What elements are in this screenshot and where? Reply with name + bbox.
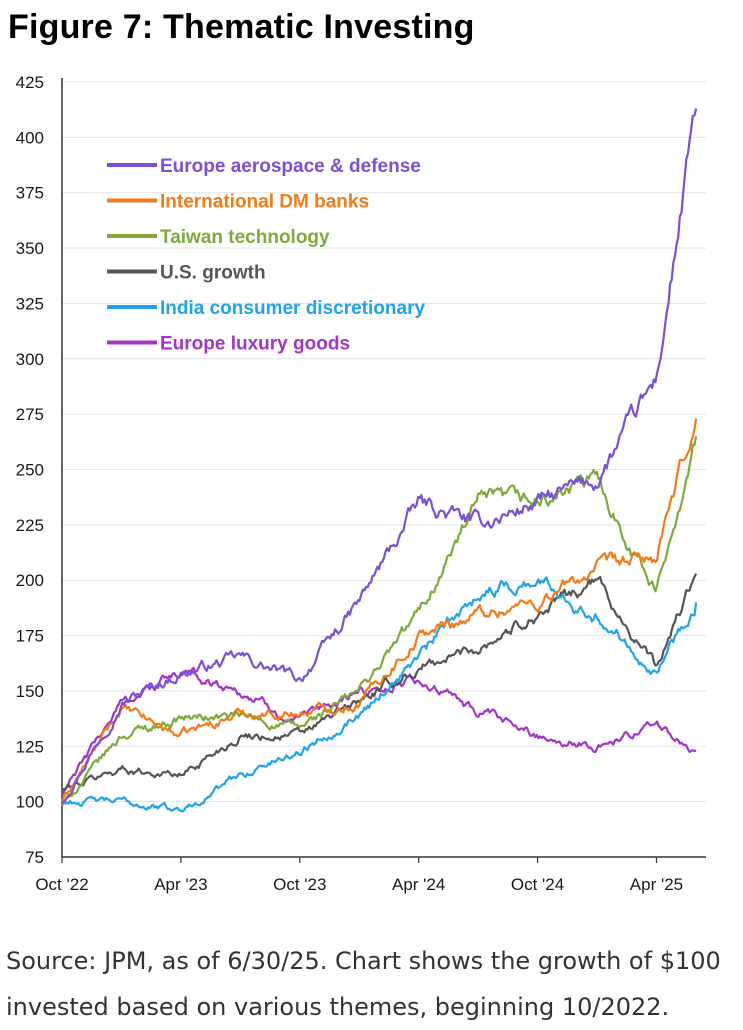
legend-label: International DM banks xyxy=(160,192,369,213)
series-line xyxy=(61,576,698,813)
y-tick-label: 425 xyxy=(16,73,44,92)
y-tick-label: 350 xyxy=(16,239,44,258)
y-tick-label: 400 xyxy=(16,128,44,147)
series-line xyxy=(61,573,698,792)
y-tick-label: 225 xyxy=(16,516,44,535)
x-tick-label: Apr '23 xyxy=(154,875,207,894)
legend-label: India consumer discretionary xyxy=(160,298,425,319)
y-tick-label: 125 xyxy=(16,737,44,756)
series-line xyxy=(60,418,698,802)
series-line xyxy=(61,108,698,804)
series-line xyxy=(61,436,698,807)
legend-label: Taiwan technology xyxy=(160,227,330,248)
source-note: Source: JPM, as of 6/30/25. Chart shows … xyxy=(6,947,721,1021)
gridlines xyxy=(62,81,706,858)
y-tick-label: 250 xyxy=(16,461,44,480)
y-tick-label: 275 xyxy=(16,405,44,424)
x-tick-label: Oct '22 xyxy=(35,875,88,894)
y-tick-label: 375 xyxy=(16,184,44,203)
x-axis: Oct '22 Apr '23 Oct '23 Apr '24 Oct '24 Apr '… xyxy=(35,78,706,894)
y-tick-label: 300 xyxy=(16,350,44,369)
x-tick-label: Oct '23 xyxy=(273,875,326,894)
y-tick-label: 200 xyxy=(16,571,44,590)
x-tick-label: Apr '24 xyxy=(392,875,445,894)
legend: Europe aerospace & defense International … xyxy=(107,156,425,355)
figure-title: Figure 7: Thematic Investing xyxy=(8,8,475,46)
y-tick-label: 150 xyxy=(16,682,44,701)
y-tick-label: 75 xyxy=(25,848,44,867)
y-tick-label: 175 xyxy=(16,627,44,646)
legend-label: Europe aerospace & defense xyxy=(160,156,421,177)
legend-label: Europe luxury goods xyxy=(160,334,350,355)
y-axis-ticks: 75 100 125 150 175 200 225 250 275 300 325 350 375 40… xyxy=(16,73,44,867)
legend-label: U.S. growth xyxy=(160,263,266,284)
y-tick-label: 325 xyxy=(16,294,44,313)
series-lines xyxy=(60,108,698,813)
x-tick-label: Oct '24 xyxy=(511,875,564,894)
x-tick-label: Apr '25 xyxy=(630,875,683,894)
line-chart: 75 100 125 150 175 200 225 250 275 300 325 350 375 40… xyxy=(16,73,706,894)
y-tick-label: 100 xyxy=(16,793,44,812)
